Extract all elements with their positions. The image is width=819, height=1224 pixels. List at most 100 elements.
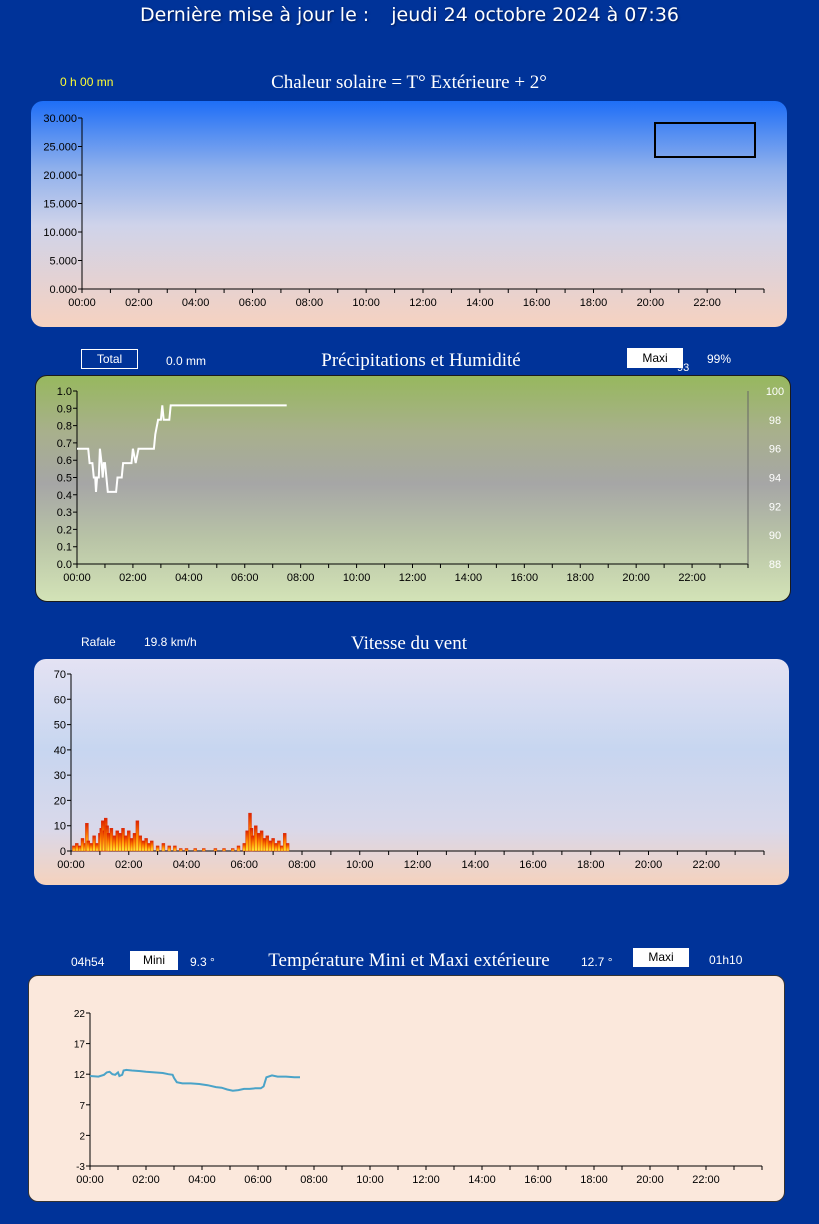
precip-y2-tick-label: 92 — [769, 501, 781, 513]
solar-x-tick-label: 12:00 — [409, 297, 437, 309]
precip-y-tick-label: 0.6 — [57, 455, 72, 467]
wind-bar — [184, 848, 189, 852]
temp-min-time: 04h54 — [71, 955, 105, 969]
wind-y-tick-label: 10 — [54, 821, 66, 833]
wind-bar — [95, 843, 99, 852]
wind-bar — [147, 843, 151, 852]
wind-bar — [135, 820, 140, 852]
temp-y-tick-label: 22 — [74, 1009, 86, 1020]
wind-x-tick-label: 18:00 — [577, 859, 605, 871]
wind-bar — [271, 838, 275, 852]
wind-bar — [193, 848, 197, 852]
precip-y-tick-label: 0.1 — [57, 542, 72, 554]
wind-bar — [173, 845, 177, 852]
wind-bar — [245, 830, 249, 852]
humidity-maxi-value: 99% — [707, 352, 732, 366]
wind-y-tick-label: 40 — [54, 745, 66, 757]
precip-y-tick-label: 0.5 — [57, 473, 72, 485]
wind-x-tick-label: 12:00 — [404, 859, 432, 871]
temp-x-tick-label: 04:00 — [188, 1174, 216, 1186]
solar-x-tick-label: 16:00 — [523, 297, 551, 309]
temp-chart: -3 2 7 12 17 22 00:00 02:00 04:00 06:00 08:00 10:00… — [74, 1009, 763, 1186]
wind-bar — [161, 843, 166, 852]
wind-bar — [265, 835, 270, 852]
wind-bar — [277, 840, 281, 852]
temp-x-tick-label: 22:00 — [692, 1174, 720, 1186]
wind-bar — [274, 843, 278, 852]
wind-bar — [256, 833, 261, 852]
wind-y-tick-label: 0 — [60, 846, 66, 858]
wind-bar — [86, 840, 90, 852]
precip-y2-tick-label: 96 — [769, 444, 781, 456]
wind-bar — [280, 845, 284, 852]
temp-chart-panel: -3 2 7 12 17 22 00:00 02:00 04:00 06:00 08:00 10:00… — [28, 975, 785, 1202]
wind-x-tick-label: 02:00 — [115, 859, 143, 871]
solar-y-tick-label: 10.000 — [43, 227, 77, 239]
wind-bar — [202, 848, 206, 852]
wind-bar — [75, 843, 79, 852]
wind-x-tick-label: 20:00 — [635, 859, 663, 871]
precip-x-tick-label: 06:00 — [231, 572, 259, 584]
solar-chart-panel: 0.000 5.000 10.000 15.000 20.000 25.000 30.000… — [31, 101, 787, 327]
wind-chart-title: Vitesse du vent — [350, 633, 467, 654]
precip-y2-tick-label: 88 — [769, 559, 781, 571]
wind-bar — [213, 848, 218, 852]
temp-max-label: Maxi — [633, 948, 689, 967]
temp-y-tick-label: 17 — [74, 1040, 86, 1051]
last-update-header: Dernière mise à jour le : jeudi 24 octob… — [0, 4, 819, 26]
wind-chart-panel: 0 10 20 30 40 50 60 70 00:00 02:00 04:00 06:00 08:00… — [34, 659, 789, 885]
wind-bar — [112, 835, 117, 852]
wind-bar — [230, 848, 235, 852]
solar-x-tick-label: 00:00 — [68, 297, 96, 309]
temp-x-tick-label: 08:00 — [300, 1174, 328, 1186]
temp-y-tick-label: 7 — [79, 1101, 85, 1112]
temp-x-tick-label: 20:00 — [636, 1174, 664, 1186]
temp-x-tick-label: 16:00 — [524, 1174, 552, 1186]
precip-x-tick-label: 02:00 — [119, 572, 147, 584]
wind-bar — [72, 845, 76, 852]
solar-chart-title: Chaleur solaire = T° Extérieure + 2° — [271, 72, 547, 93]
solar-y-tick-label: 5.000 — [49, 256, 77, 268]
temp-min-label: Mini — [130, 951, 178, 970]
wind-x-tick-label: 10:00 — [346, 859, 374, 871]
solar-y-tick-label: 20.000 — [43, 170, 77, 182]
temp-y-tick-label: -3 — [76, 1162, 85, 1173]
humidity-maxi-overlap: 93 — [677, 362, 690, 374]
precip-chart-panel: 0.0 0.1 0.2 0.3 0.4 0.5 0.6 0.7 0.8 0.9 1.0 00:00 02… — [35, 375, 791, 602]
wind-bar — [259, 830, 264, 852]
solar-chart: 0.000 5.000 10.000 15.000 20.000 25.000 30.000… — [43, 113, 765, 309]
wind-bar — [80, 838, 85, 852]
solar-x-tick-label: 10:00 — [352, 297, 380, 309]
wind-bar — [124, 835, 128, 852]
wind-y-tick-label: 20 — [54, 795, 66, 807]
temp-x-tick-label: 14:00 — [468, 1174, 496, 1186]
solar-y-tick-label: 30.000 — [43, 113, 77, 125]
temp-x-tick-label: 18:00 — [580, 1174, 608, 1186]
wind-x-tick-label: 14:00 — [461, 859, 489, 871]
wind-bar — [115, 830, 119, 852]
solar-legend-box — [654, 122, 756, 158]
solar-x-tick-label: 06:00 — [239, 297, 267, 309]
solar-x-tick-label: 04:00 — [182, 297, 210, 309]
temp-y-tick-label: 12 — [74, 1070, 86, 1081]
precip-y2-tick-label: 90 — [769, 530, 781, 542]
precip-x-tick-label: 04:00 — [175, 572, 203, 584]
wind-bar — [89, 843, 93, 852]
precip-y-tick-label: 0.4 — [57, 490, 72, 502]
precip-y-tick-label: 0.7 — [57, 438, 72, 450]
wind-x-tick-label: 04:00 — [173, 859, 201, 871]
solar-x-tick-label: 14:00 — [466, 297, 494, 309]
wind-y-tick-label: 50 — [54, 720, 66, 732]
wind-bar — [282, 833, 287, 852]
last-update-label: Dernière mise à jour le : — [139, 4, 370, 26]
precip-x-tick-label: 14:00 — [455, 572, 483, 584]
wind-x-tick-label: 16:00 — [519, 859, 547, 871]
wind-bar — [222, 848, 226, 852]
solar-x-tick-label: 18:00 — [580, 297, 608, 309]
wind-bar — [121, 827, 125, 852]
temperature-line — [89, 1068, 300, 1092]
wind-bar — [138, 835, 143, 852]
temp-x-tick-label: 00:00 — [76, 1174, 104, 1186]
wind-bar — [254, 825, 258, 852]
precip-total-label: Total — [81, 349, 138, 369]
